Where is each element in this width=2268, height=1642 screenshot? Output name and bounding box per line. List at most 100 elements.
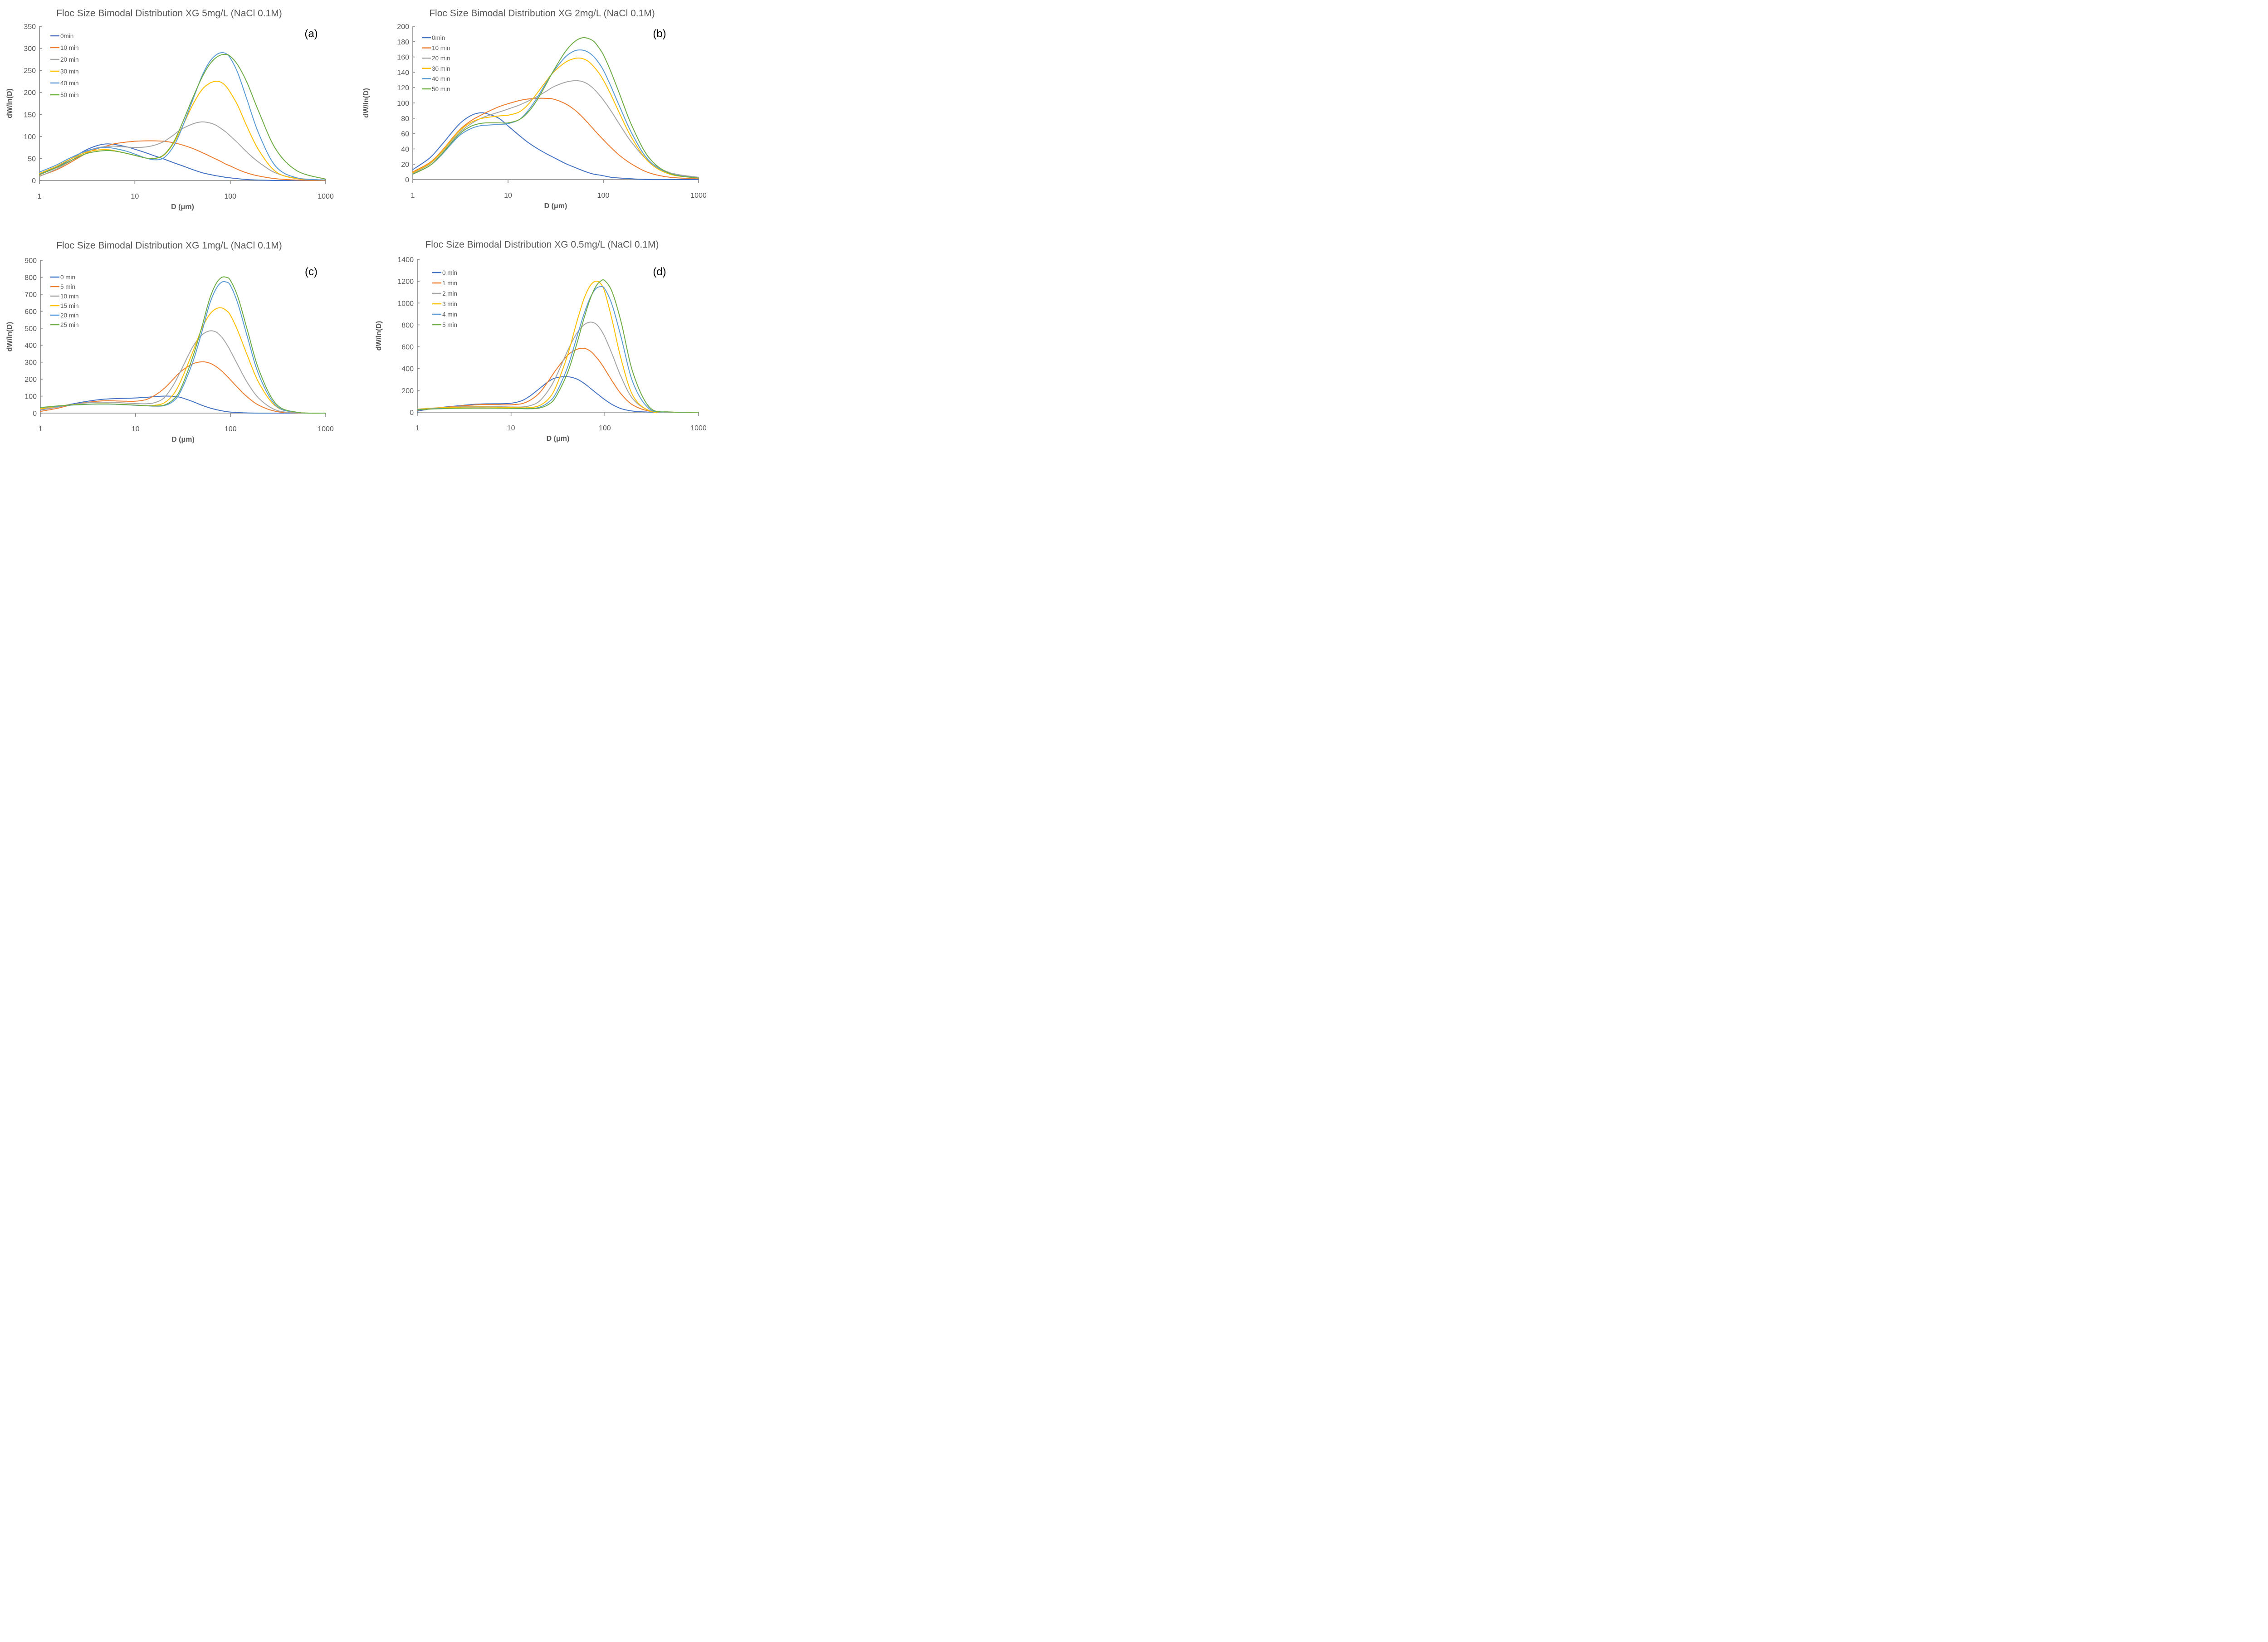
x-tick-label: 1000	[318, 425, 334, 433]
series-line-3min	[417, 280, 699, 413]
y-axis-label-a: dW/ln(D)	[6, 88, 14, 118]
y-tick-label: 150	[24, 111, 36, 119]
chart-panel-b: Floc Size Bimodal Distribution XG 2mg/L …	[356, 0, 711, 224]
series-line-20min	[39, 121, 326, 181]
series-line-0min	[40, 395, 326, 414]
legend-label: 50 min	[432, 86, 450, 93]
legend-label: 5 min	[442, 322, 457, 328]
y-tick-label: 1200	[397, 278, 414, 286]
x-tick-label: 1000	[318, 193, 334, 200]
x-axis-label-c: D (μm)	[171, 436, 195, 443]
y-axis-label-b: dW/ln(D)	[362, 88, 370, 118]
series-line-2min	[417, 322, 699, 413]
series-line-20min	[40, 281, 326, 414]
y-tick-label: 200	[401, 387, 414, 395]
chart-panel-d: Floc Size Bimodal Distribution XG 0.5mg/…	[356, 224, 711, 448]
y-tick-label: 700	[24, 291, 37, 299]
x-tick-label: 1000	[690, 192, 707, 200]
x-tick-label: 100	[225, 425, 237, 433]
y-tick-label: 0	[33, 410, 37, 418]
series-line-50min	[39, 54, 326, 180]
chart-title-a: Floc Size Bimodal Distribution XG 5mg/L …	[56, 8, 282, 19]
y-axis-label-c: dW/ln(D)	[6, 322, 14, 352]
legend-label: 0 min	[60, 274, 75, 281]
legend-label: 10 min	[432, 45, 450, 52]
legend-label: 5 min	[60, 283, 75, 290]
legend-label: 30 min	[432, 65, 450, 72]
y-tick-label: 900	[24, 257, 37, 265]
series-line-5min	[417, 279, 699, 413]
x-tick-label: 10	[131, 193, 139, 200]
x-tick-label: 1	[411, 192, 415, 200]
y-tick-label: 140	[397, 69, 409, 77]
x-axis-label-b: D (μm)	[544, 202, 567, 210]
y-tick-label: 300	[24, 359, 37, 367]
x-tick-label: 10	[507, 424, 515, 432]
legend-label: 2 min	[442, 290, 457, 297]
series-line-25min	[40, 276, 326, 414]
y-tick-label: 0	[405, 176, 409, 184]
x-tick-label: 1	[415, 424, 420, 432]
x-tick-label: 10	[504, 192, 512, 200]
legend-label: 10 min	[60, 44, 79, 51]
series-line-30min	[412, 58, 699, 179]
y-axis-label-d: dW/ln(D)	[375, 321, 383, 351]
y-tick-label: 100	[24, 393, 37, 401]
y-tick-label: 400	[24, 342, 37, 350]
series-line-0min	[39, 143, 326, 181]
legend-label: 1 min	[442, 280, 457, 287]
series-line-15min	[40, 307, 326, 414]
chart-panel-c: Floc Size Bimodal Distribution XG 1mg/L …	[0, 224, 356, 448]
x-axis-label-a: D (μm)	[171, 203, 194, 211]
legend-label: 3 min	[442, 301, 457, 307]
y-tick-label: 180	[397, 39, 409, 46]
legend-label: 20 min	[60, 56, 79, 63]
y-tick-label: 50	[28, 155, 36, 163]
chart-panel-a: Floc Size Bimodal Distribution XG 5mg/L …	[0, 0, 356, 224]
y-tick-label: 500	[24, 325, 37, 333]
x-tick-label: 100	[599, 424, 611, 432]
legend-label: 0min	[432, 34, 445, 41]
legend-label: 15 min	[60, 302, 79, 309]
y-tick-label: 100	[397, 100, 409, 107]
x-tick-label: 100	[597, 192, 610, 200]
legend-label: 10 min	[60, 293, 79, 300]
y-tick-label: 80	[401, 115, 409, 123]
series-line-20min	[412, 80, 699, 178]
series-line-40min	[39, 52, 326, 181]
y-tick-label: 300	[24, 45, 36, 53]
y-tick-label: 350	[24, 23, 36, 31]
y-tick-label: 250	[24, 67, 36, 75]
y-tick-label: 160	[397, 54, 409, 62]
legend-label: 0min	[60, 33, 73, 39]
legend-label: 4 min	[442, 311, 457, 318]
y-tick-label: 600	[24, 308, 37, 316]
x-tick-label: 10	[132, 425, 140, 433]
legend-label: 20 min	[432, 55, 450, 62]
legend-label: 20 min	[60, 312, 79, 319]
y-tick-label: 200	[397, 23, 409, 31]
panel-label-a: (a)	[304, 28, 318, 40]
series-line-0min	[412, 112, 699, 180]
legend-label: 40 min	[60, 80, 79, 87]
series-line-1min	[417, 347, 699, 413]
y-tick-label: 0	[410, 409, 414, 417]
panel-label-d: (d)	[653, 266, 666, 278]
series-line-10min	[39, 140, 326, 181]
legend-label: 25 min	[60, 322, 79, 328]
series-line-50min	[412, 37, 699, 179]
x-tick-label: 1	[38, 193, 42, 200]
y-tick-label: 60	[401, 131, 409, 138]
chart-title-c: Floc Size Bimodal Distribution XG 1mg/L …	[56, 240, 282, 251]
y-tick-label: 120	[397, 84, 409, 92]
y-tick-label: 800	[24, 274, 37, 282]
chart-a-svg: Floc Size Bimodal Distribution XG 5mg/L …	[6, 8, 334, 211]
y-tick-label: 100	[24, 133, 36, 141]
chart-b-svg: Floc Size Bimodal Distribution XG 2mg/L …	[362, 8, 707, 210]
x-axis-label-d: D (μm)	[547, 435, 570, 443]
y-tick-label: 0	[32, 177, 36, 185]
series-line-30min	[39, 81, 326, 181]
y-tick-label: 1000	[397, 300, 414, 307]
y-tick-label: 40	[401, 146, 409, 153]
panel-label-b: (b)	[653, 28, 666, 40]
